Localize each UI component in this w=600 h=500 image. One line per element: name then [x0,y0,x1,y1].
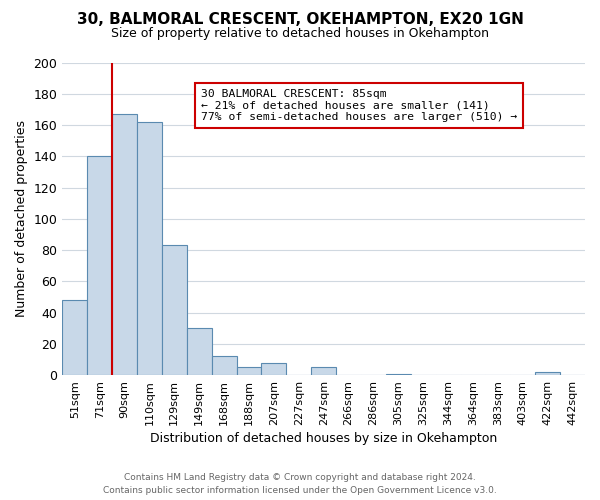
Text: 30, BALMORAL CRESCENT, OKEHAMPTON, EX20 1GN: 30, BALMORAL CRESCENT, OKEHAMPTON, EX20 … [77,12,523,28]
Bar [62,300,87,375]
Bar [311,368,336,375]
Bar [112,114,137,375]
Text: 30 BALMORAL CRESCENT: 85sqm
← 21% of detached houses are smaller (141)
77% of se: 30 BALMORAL CRESCENT: 85sqm ← 21% of det… [201,89,517,122]
Bar [137,122,162,375]
Bar [262,362,286,375]
Bar [386,374,411,375]
Text: Size of property relative to detached houses in Okehampton: Size of property relative to detached ho… [111,28,489,40]
Bar [162,246,187,375]
Bar [187,328,212,375]
Text: Contains HM Land Registry data © Crown copyright and database right 2024.
Contai: Contains HM Land Registry data © Crown c… [103,473,497,495]
Y-axis label: Number of detached properties: Number of detached properties [15,120,28,318]
Bar [535,372,560,375]
Bar [236,368,262,375]
Bar [212,356,236,375]
Bar [87,156,112,375]
X-axis label: Distribution of detached houses by size in Okehampton: Distribution of detached houses by size … [150,432,497,445]
